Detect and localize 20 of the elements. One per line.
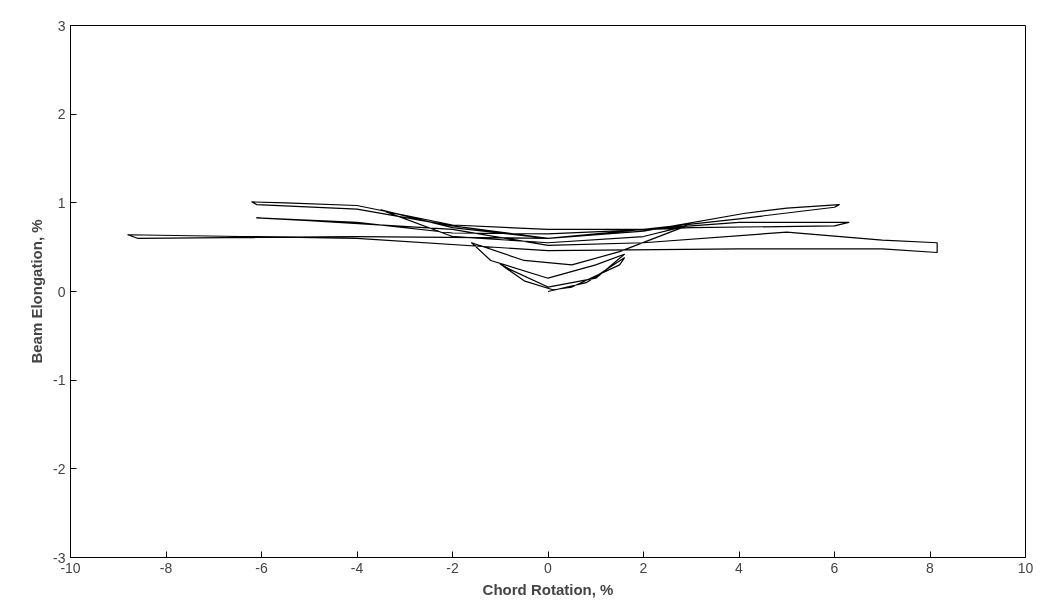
x-tick-label: -4	[350, 559, 364, 576]
x-tick-label: 6	[830, 559, 839, 576]
y-tick-label: -2	[53, 460, 66, 477]
y-tick-label: 0	[57, 283, 66, 300]
y-tick-label: 2	[57, 106, 66, 123]
x-tick-label: 8	[926, 559, 935, 576]
y-tick-label: 1	[57, 194, 66, 211]
y-tick-label: -1	[53, 372, 66, 389]
x-tick-label: -8	[159, 559, 173, 576]
y-axis-title: Beam Elongation, %	[28, 219, 46, 364]
x-tick-label: 0	[544, 559, 553, 576]
x-tick-label: -2	[446, 559, 459, 576]
y-tick-label: 3	[57, 17, 66, 34]
y-tick-label: -3	[53, 549, 66, 566]
x-axis-title: Chord Rotation, %	[482, 580, 614, 598]
x-tick-label: 4	[735, 559, 744, 576]
x-tick-label: 10	[1017, 559, 1034, 576]
x-tick-label: -6	[255, 559, 268, 576]
x-tick-label: 2	[639, 559, 648, 576]
line-series	[127, 201, 938, 293]
